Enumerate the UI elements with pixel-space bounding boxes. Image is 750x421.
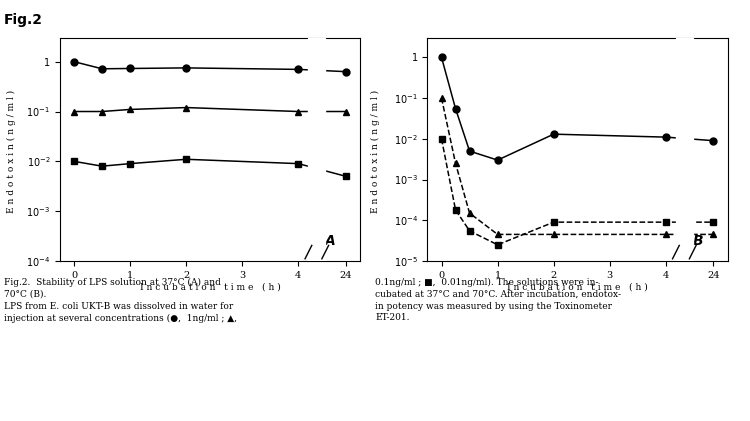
Text: E n d o t o x i n ( n g / m l ): E n d o t o x i n ( n g / m l ): [7, 90, 16, 213]
Bar: [308, 38, 326, 261]
X-axis label: I n c u b a t i o n   t i m e   ( h ): I n c u b a t i o n t i m e ( h ): [507, 282, 648, 291]
Bar: [676, 38, 693, 261]
Text: A: A: [326, 234, 336, 248]
Text: Fig.2: Fig.2: [4, 13, 43, 27]
Text: B: B: [693, 234, 703, 248]
X-axis label: I n c u b a t i o n   t i m e   ( h ): I n c u b a t i o n t i m e ( h ): [140, 282, 280, 291]
Text: E n d o t o x i n ( n g / m l ): E n d o t o x i n ( n g / m l ): [370, 90, 380, 213]
Text: Fig.2.  Stability of LPS solution at 37°C (A) and
70°C (B).
LPS from E. coli UKT: Fig.2. Stability of LPS solution at 37°C…: [4, 278, 237, 322]
Text: 0.1ng/ml ; ■,  0.01ng/ml). The solutions were in-
cubated at 37°C and 70°C. Afte: 0.1ng/ml ; ■, 0.01ng/ml). The solutions …: [375, 278, 621, 322]
